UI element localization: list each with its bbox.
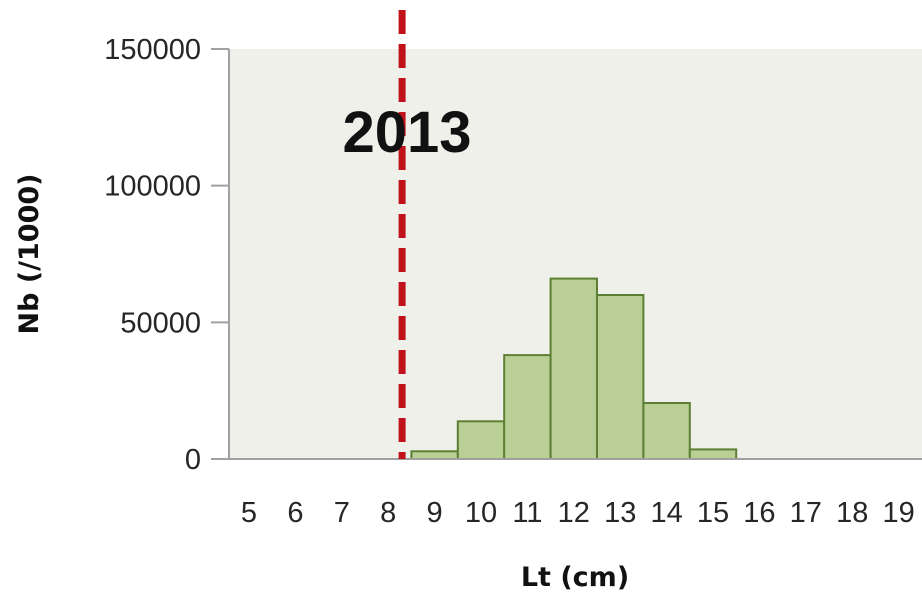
bars-group xyxy=(410,277,738,461)
x-axis-title: Lt (cm) xyxy=(521,562,629,593)
y-tick-label: 150000 xyxy=(104,34,201,66)
x-tick-label: 9 xyxy=(427,497,443,529)
x-tick-label: 19 xyxy=(882,497,914,529)
x-tick-label: 8 xyxy=(380,497,396,529)
y-axis-title: Nb (/1000) xyxy=(14,173,45,334)
bar-12 xyxy=(549,277,598,460)
x-tick-label: 17 xyxy=(790,497,822,529)
x-tick-label: 6 xyxy=(287,497,303,529)
bar-9 xyxy=(410,450,459,460)
y-tick-label: 0 xyxy=(185,444,201,476)
bar-10 xyxy=(456,420,506,460)
y-tick-label: 100000 xyxy=(104,171,201,203)
x-tick-label: 18 xyxy=(836,497,868,529)
x-tick-label: 15 xyxy=(697,497,729,529)
year-annotation: 2013 xyxy=(342,100,471,165)
x-tick-label: 10 xyxy=(465,497,497,529)
x-tick-label: 12 xyxy=(558,497,590,529)
x-tick-label: 13 xyxy=(604,497,636,529)
x-tick-label: 11 xyxy=(512,497,542,529)
bar-14 xyxy=(642,402,691,460)
x-tick-label: 5 xyxy=(241,497,257,529)
x-axis-ticks: 5 6 7 8 9 10 11 12 13 14 15 16 17 18 19 xyxy=(241,497,915,529)
x-tick-label: 16 xyxy=(743,497,775,529)
x-tick-label: 14 xyxy=(650,497,682,529)
y-tick-label: 50000 xyxy=(120,307,201,339)
bar-15 xyxy=(688,448,738,460)
y-axis-ticks: 0 50000 100000 150000 xyxy=(104,34,229,476)
bar-13 xyxy=(596,294,645,460)
bar-11 xyxy=(503,354,552,461)
x-tick-label: 7 xyxy=(334,497,350,529)
